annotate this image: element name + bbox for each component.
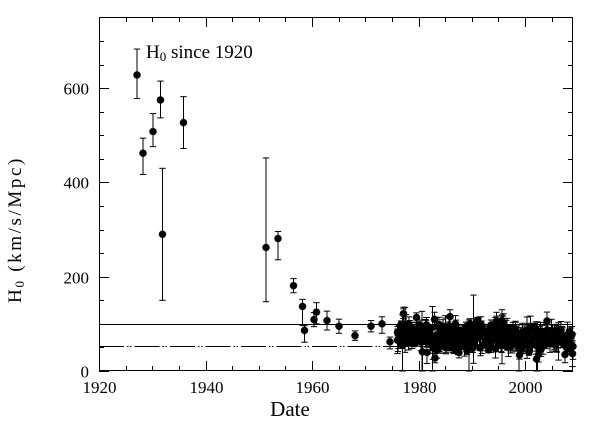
svg-text:1960: 1960 xyxy=(296,378,330,397)
svg-text:200: 200 xyxy=(64,269,90,288)
svg-text:Date: Date xyxy=(270,397,310,421)
svg-text:1980: 1980 xyxy=(403,378,437,397)
svg-text:H0 (km/s/Mpc): H0 (km/s/Mpc) xyxy=(5,156,27,303)
svg-text:H0 since 1920: H0 since 1920 xyxy=(146,42,253,64)
svg-text:1940: 1940 xyxy=(190,378,224,397)
svg-text:2000: 2000 xyxy=(509,378,543,397)
svg-text:0: 0 xyxy=(81,363,90,382)
svg-text:600: 600 xyxy=(64,80,90,99)
svg-text:400: 400 xyxy=(64,174,90,193)
